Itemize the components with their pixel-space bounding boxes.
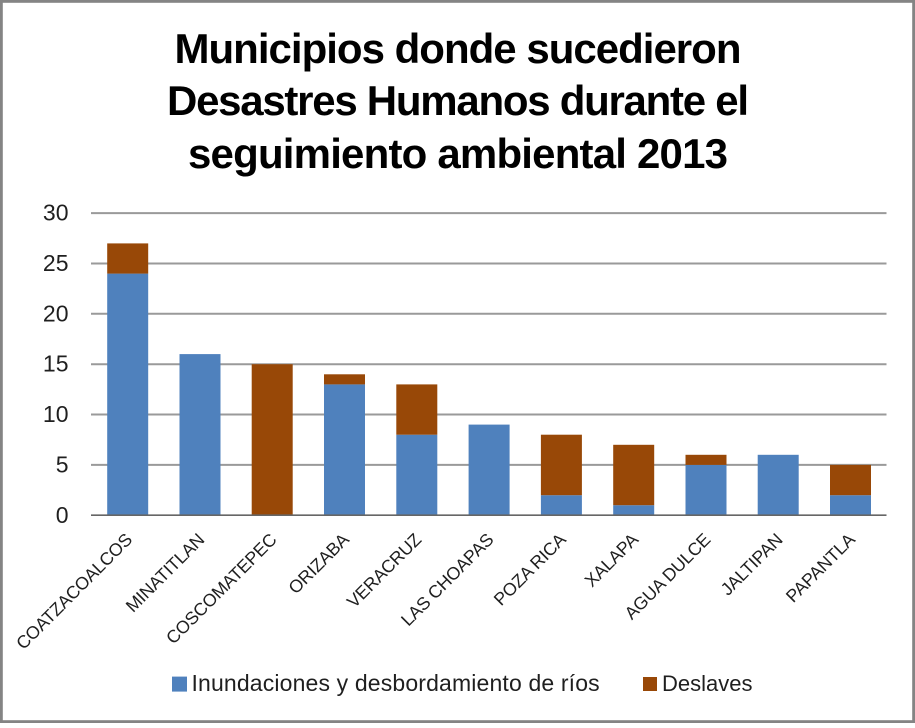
svg-text:25: 25 xyxy=(43,250,69,276)
svg-text:Deslaves: Deslaves xyxy=(662,671,752,696)
svg-text:0: 0 xyxy=(56,502,69,528)
svg-text:Desastres Humanos durante el: Desastres Humanos durante el xyxy=(167,77,749,124)
svg-text:seguimiento ambiental 2013: seguimiento ambiental 2013 xyxy=(188,130,728,177)
svg-text:Inundaciones y desbordamiento: Inundaciones y desbordamiento de ríos xyxy=(192,670,600,696)
svg-text:Municipios donde sucedieron: Municipios donde sucedieron xyxy=(175,25,742,72)
svg-text:10: 10 xyxy=(43,401,69,427)
svg-text:30: 30 xyxy=(43,200,69,226)
svg-text:15: 15 xyxy=(43,351,69,377)
svg-text:20: 20 xyxy=(43,300,69,326)
svg-text:5: 5 xyxy=(56,451,69,477)
